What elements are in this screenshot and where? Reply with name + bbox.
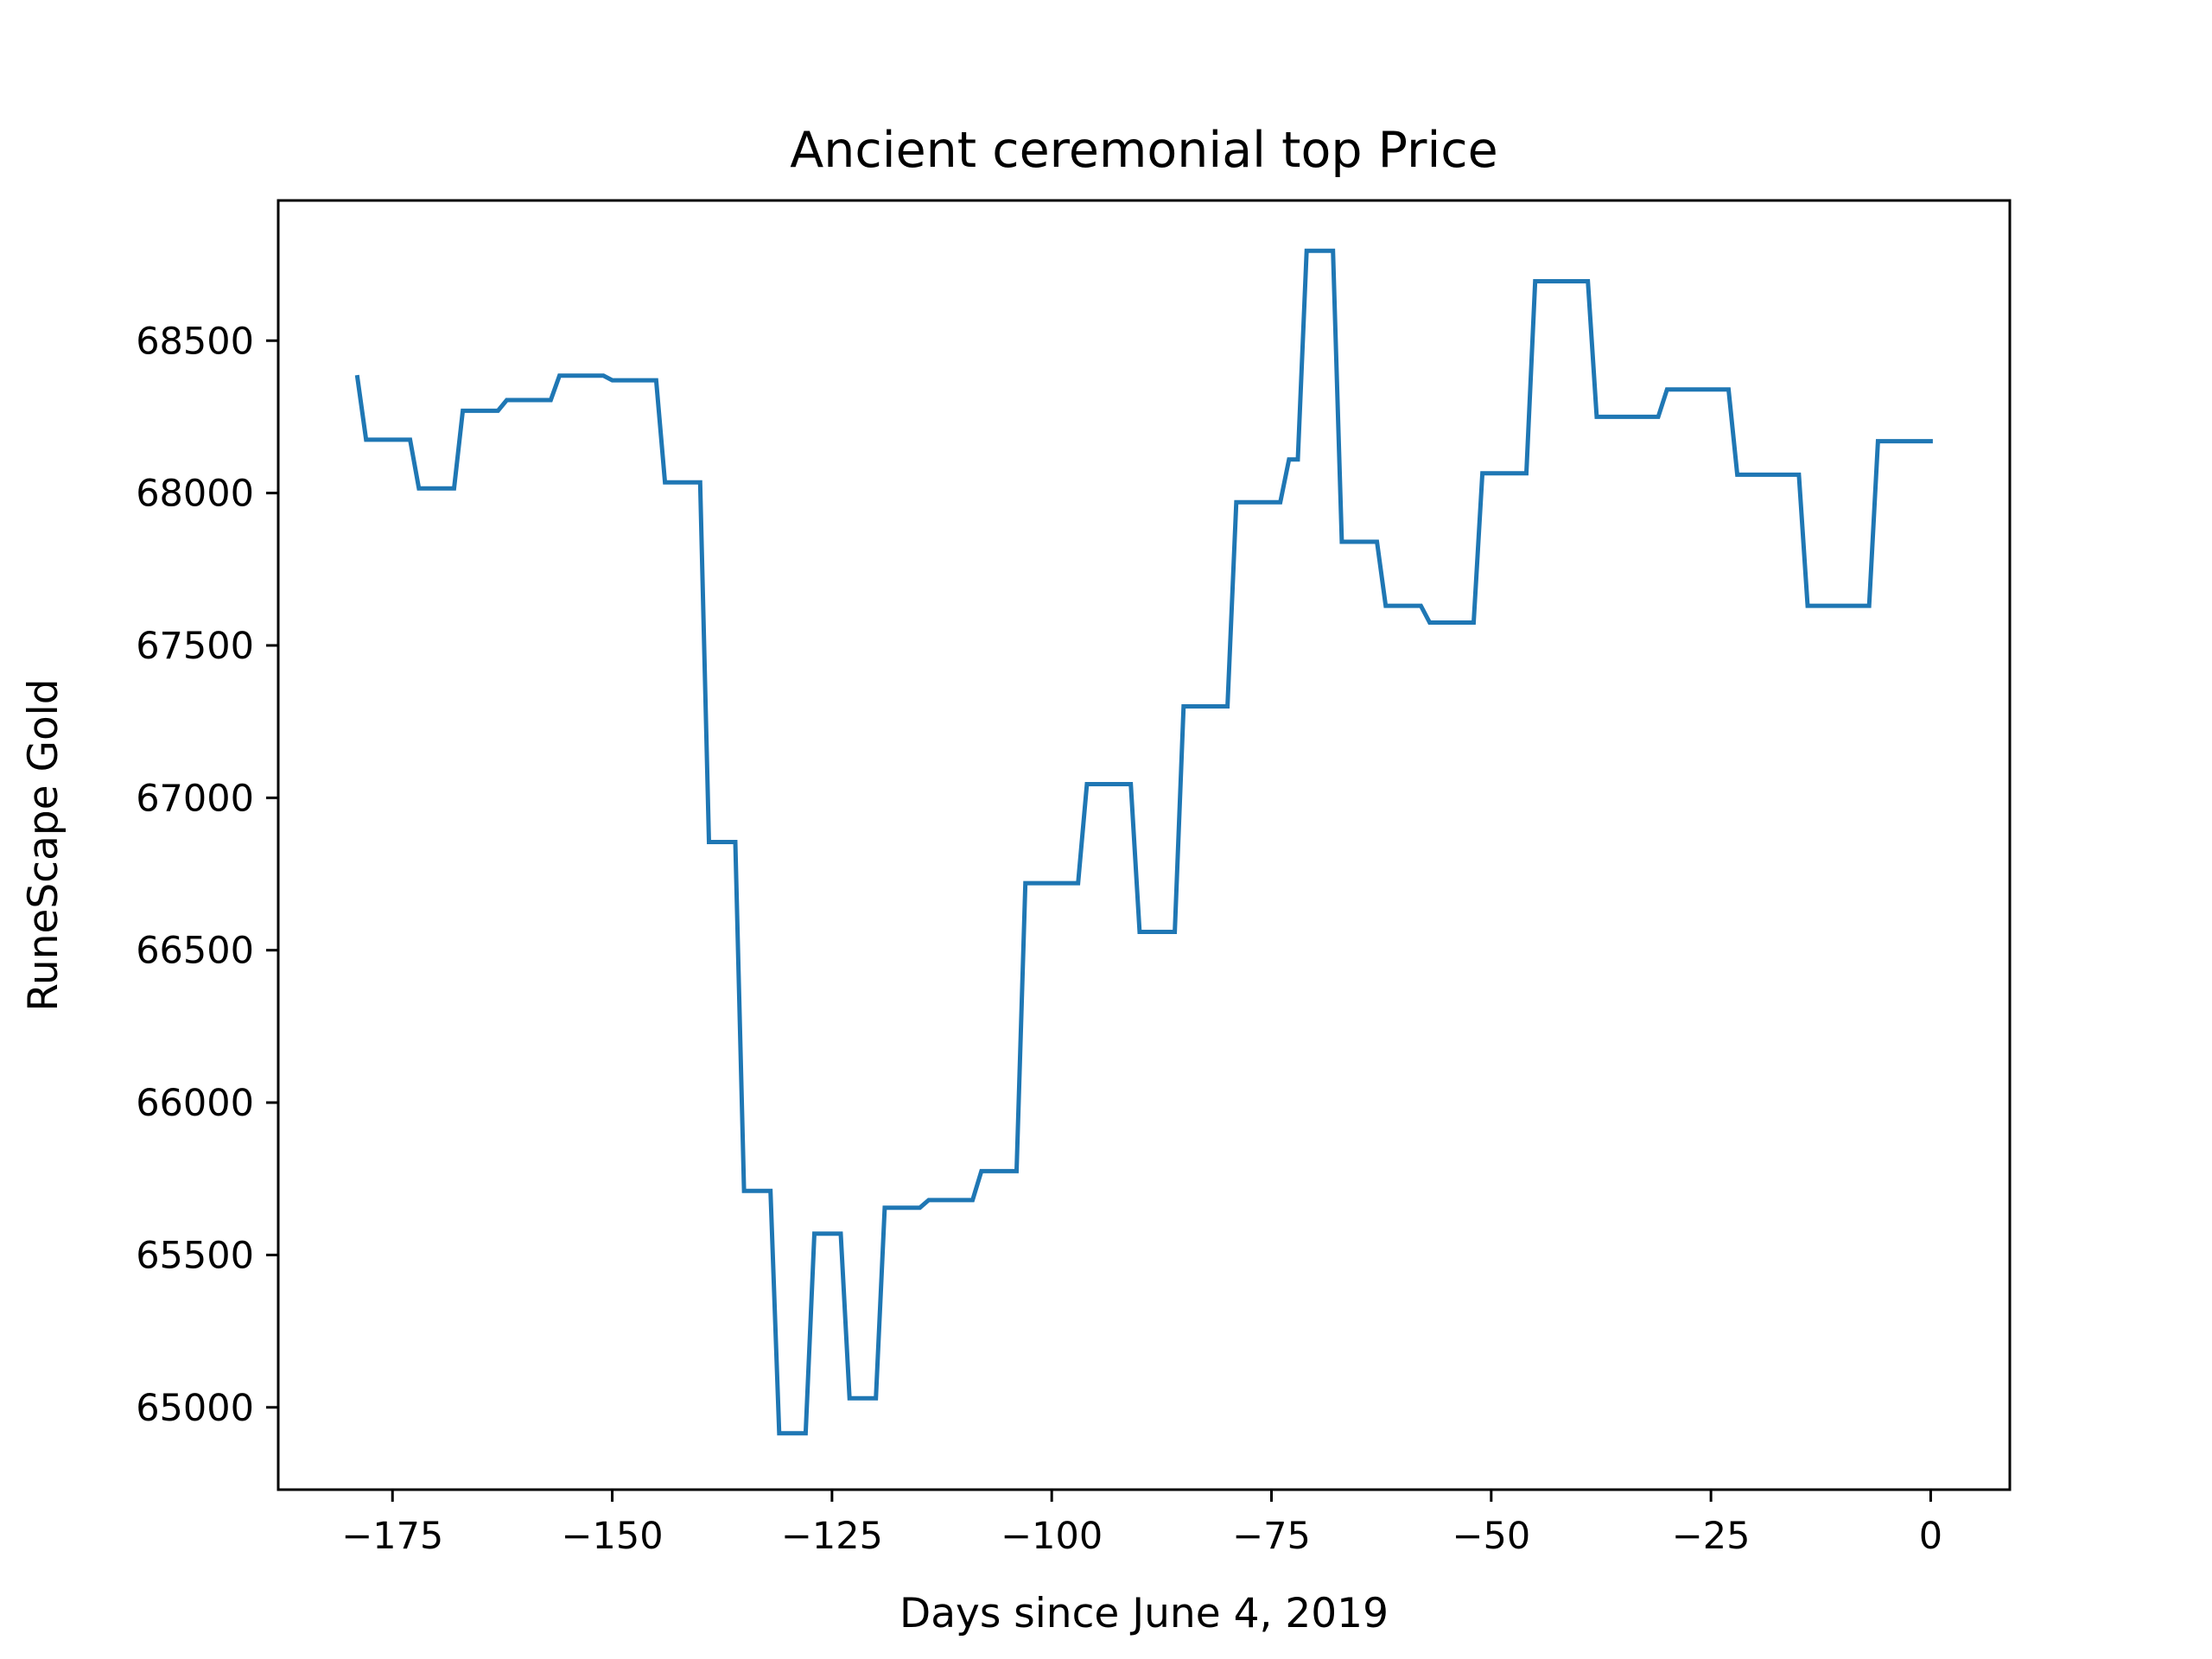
y-tick-label: 68000 — [136, 473, 254, 516]
x-tick-label: −50 — [1452, 1515, 1530, 1558]
x-tick-label: −150 — [562, 1515, 664, 1558]
x-tick-label: −100 — [1001, 1515, 1103, 1558]
y-tick-label: 66500 — [136, 930, 254, 973]
y-tick-label: 65000 — [136, 1387, 254, 1430]
x-tick-label: −75 — [1232, 1515, 1311, 1558]
x-tick-label: −125 — [781, 1515, 883, 1558]
y-tick-label: 67000 — [136, 777, 254, 820]
x-tick-label: 0 — [1919, 1515, 1942, 1558]
chart-title: Ancient ceremonial top Price — [790, 122, 1497, 179]
y-tick-label: 68500 — [136, 320, 254, 363]
x-tick-label: −25 — [1672, 1515, 1751, 1558]
x-axis-label: Days since June 4, 2019 — [899, 1590, 1389, 1637]
price-series-line — [354, 248, 1933, 1436]
plot-frame — [276, 199, 2012, 1491]
y-tick-label: 66000 — [136, 1082, 254, 1125]
x-tick-label: −175 — [341, 1515, 443, 1558]
y-tick-label: 65500 — [136, 1234, 254, 1277]
y-tick-label: 67500 — [136, 625, 254, 668]
y-axis-label: RuneScape Gold — [20, 678, 67, 1011]
